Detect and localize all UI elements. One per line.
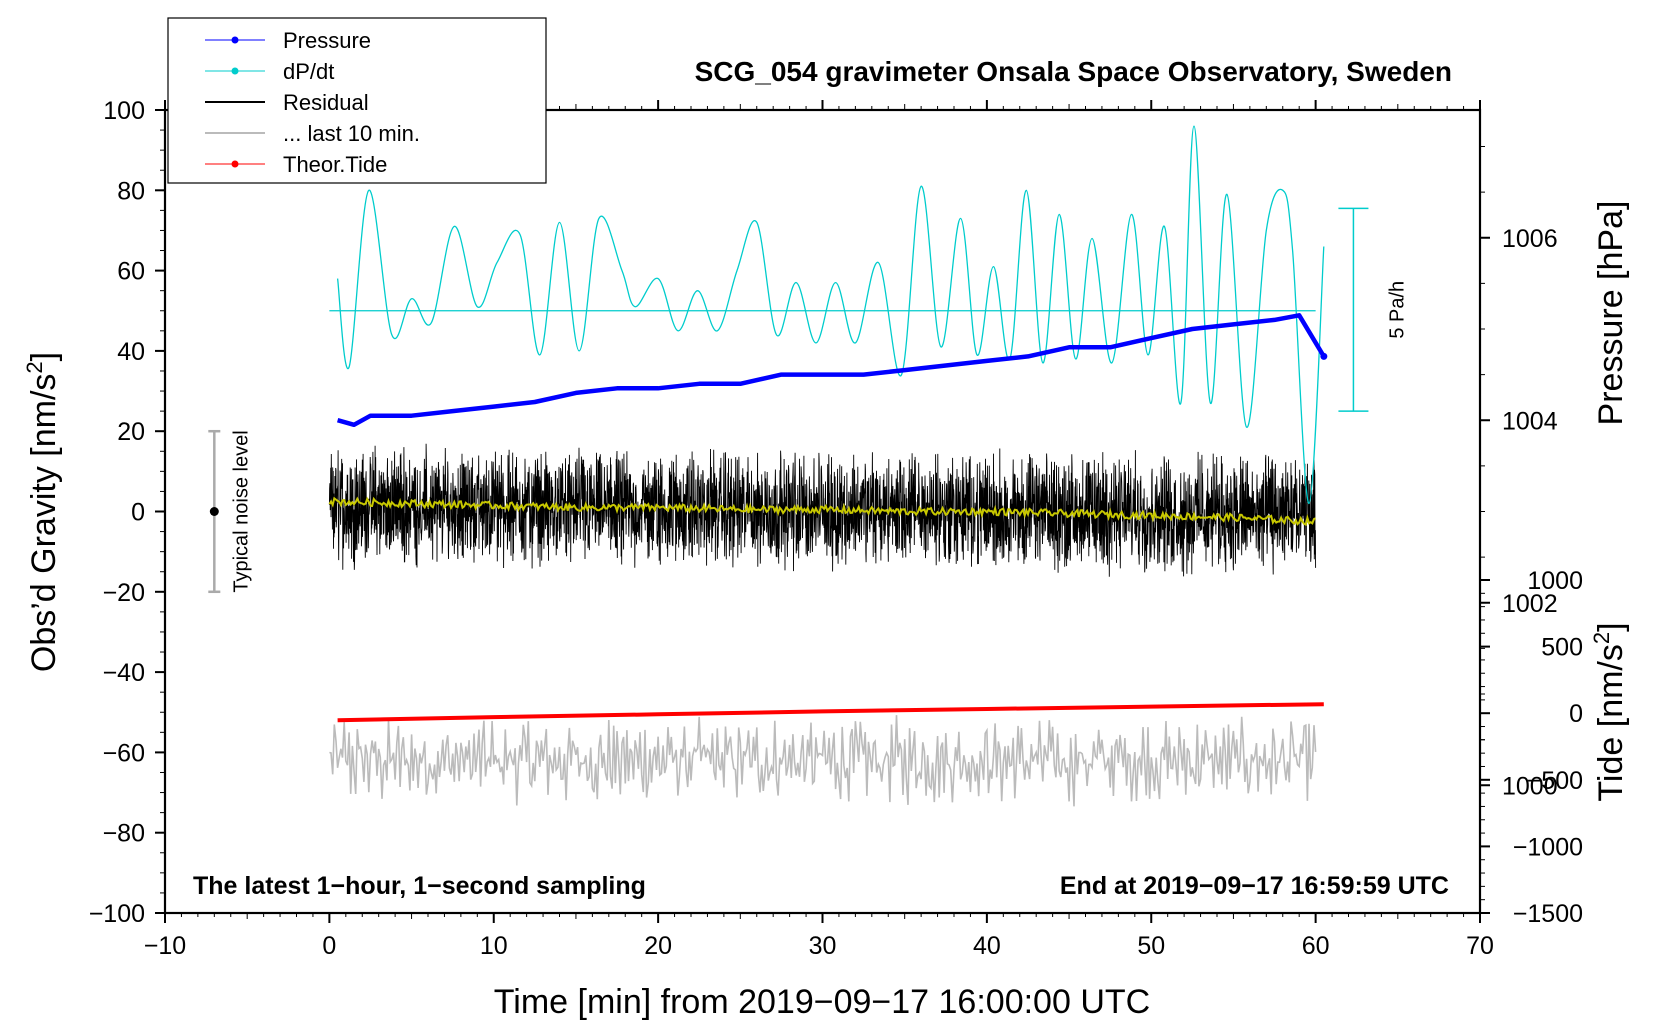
legend-swatch-dot bbox=[231, 36, 239, 44]
series-layer bbox=[328, 125, 1328, 807]
pressure-end-point bbox=[1320, 352, 1328, 360]
residual-smoothed-line bbox=[328, 496, 1317, 527]
y-left-tick-label: 20 bbox=[117, 418, 145, 446]
y-left-axis-title: Obs’d Gravity [nm/s2] bbox=[22, 352, 63, 672]
y-right-tide-title-sup: 2 bbox=[1589, 632, 1614, 644]
x-axis-title: Time [min] from 2019−09−17 16:00:00 UTC bbox=[494, 983, 1150, 1020]
x-tick-label: −10 bbox=[144, 932, 186, 960]
y-right-pressure-title: Pressure [hPa] bbox=[1592, 201, 1630, 426]
tide-tick-label: 500 bbox=[1541, 634, 1583, 662]
pressure-tick-label: 1006 bbox=[1502, 225, 1558, 253]
x-tick-label: 50 bbox=[1137, 932, 1165, 960]
noise-bar-label: Typical noise level bbox=[230, 430, 252, 592]
legend-label: Residual bbox=[283, 90, 369, 115]
dpdt-line bbox=[336, 125, 1325, 505]
tide-tick-label: 0 bbox=[1569, 700, 1583, 728]
pressure-tick-label: 1002 bbox=[1502, 590, 1558, 618]
legend-label: Theor.Tide bbox=[283, 152, 387, 177]
tide-tick-label: −1000 bbox=[1513, 833, 1583, 861]
y-left-tick-label: 0 bbox=[131, 499, 145, 527]
legend-swatch-dot bbox=[231, 67, 239, 75]
x-tick-label: 70 bbox=[1466, 932, 1494, 960]
y-left-tick-label: 100 bbox=[103, 97, 145, 125]
tide-tick-label: −500 bbox=[1527, 767, 1583, 795]
legend: Pressure dP/dt Residual ... last 10 min. The… bbox=[167, 17, 547, 184]
y-left-axis: 100 80 60 40 20 0 −20 −40 −60 −80 −100 bbox=[89, 97, 165, 928]
legend-swatch-dot bbox=[231, 160, 239, 168]
noise-bar-center-dot bbox=[209, 507, 219, 516]
residual-line bbox=[328, 443, 1317, 577]
y-right-tide-title: Tide [nm/s2] bbox=[1589, 622, 1630, 801]
tide-tick-label: 1000 bbox=[1527, 567, 1583, 595]
pressure-line bbox=[336, 313, 1326, 428]
legend-box bbox=[167, 17, 547, 184]
x-tick-label: 10 bbox=[480, 932, 508, 960]
y-left-tick-label: 80 bbox=[117, 177, 145, 205]
legend-label: ... last 10 min. bbox=[283, 121, 420, 146]
annotations: 5 Pa/h Typical noise level bbox=[208, 207, 1408, 594]
pressure-tick-label: 1004 bbox=[1502, 407, 1558, 435]
chart-title: SCG_054 gravimeter Onsala Space Observat… bbox=[695, 56, 1452, 87]
note-bottom-right: End at 2019−09−17 16:59:59 UTC bbox=[1060, 872, 1449, 900]
tide-tick-label: −1500 bbox=[1513, 900, 1583, 928]
legend-label: Pressure bbox=[283, 28, 371, 53]
tide-line bbox=[337, 702, 1324, 723]
x-tick-label: 20 bbox=[644, 932, 672, 960]
x-tick-label: 60 bbox=[1302, 932, 1330, 960]
y-left-tick-label: −80 bbox=[103, 820, 145, 848]
y-left-tick-label: −40 bbox=[103, 659, 145, 687]
y-left-axis-title-sup: 2 bbox=[22, 361, 47, 373]
y-left-tick-label: −60 bbox=[103, 739, 145, 767]
last-10-min-line bbox=[329, 715, 1317, 807]
x-tick-label: 0 bbox=[322, 932, 336, 960]
x-tick-label: 30 bbox=[809, 932, 837, 960]
x-tick-label: 40 bbox=[973, 932, 1001, 960]
pressure-tick-label: 1000 bbox=[1502, 772, 1558, 800]
x-axis: −10 0 10 20 30 40 50 60 70 bbox=[144, 100, 1494, 960]
scale-bar-label: 5 Pa/h bbox=[1386, 281, 1408, 339]
y-left-tick-label: 40 bbox=[117, 338, 145, 366]
legend-label: dP/dt bbox=[283, 59, 334, 84]
note-bottom-left: The latest 1−hour, 1−second sampling bbox=[193, 872, 646, 900]
y-left-tick-label: −20 bbox=[103, 579, 145, 607]
y-left-tick-label: −100 bbox=[89, 900, 145, 928]
y-left-tick-label: 60 bbox=[117, 258, 145, 286]
